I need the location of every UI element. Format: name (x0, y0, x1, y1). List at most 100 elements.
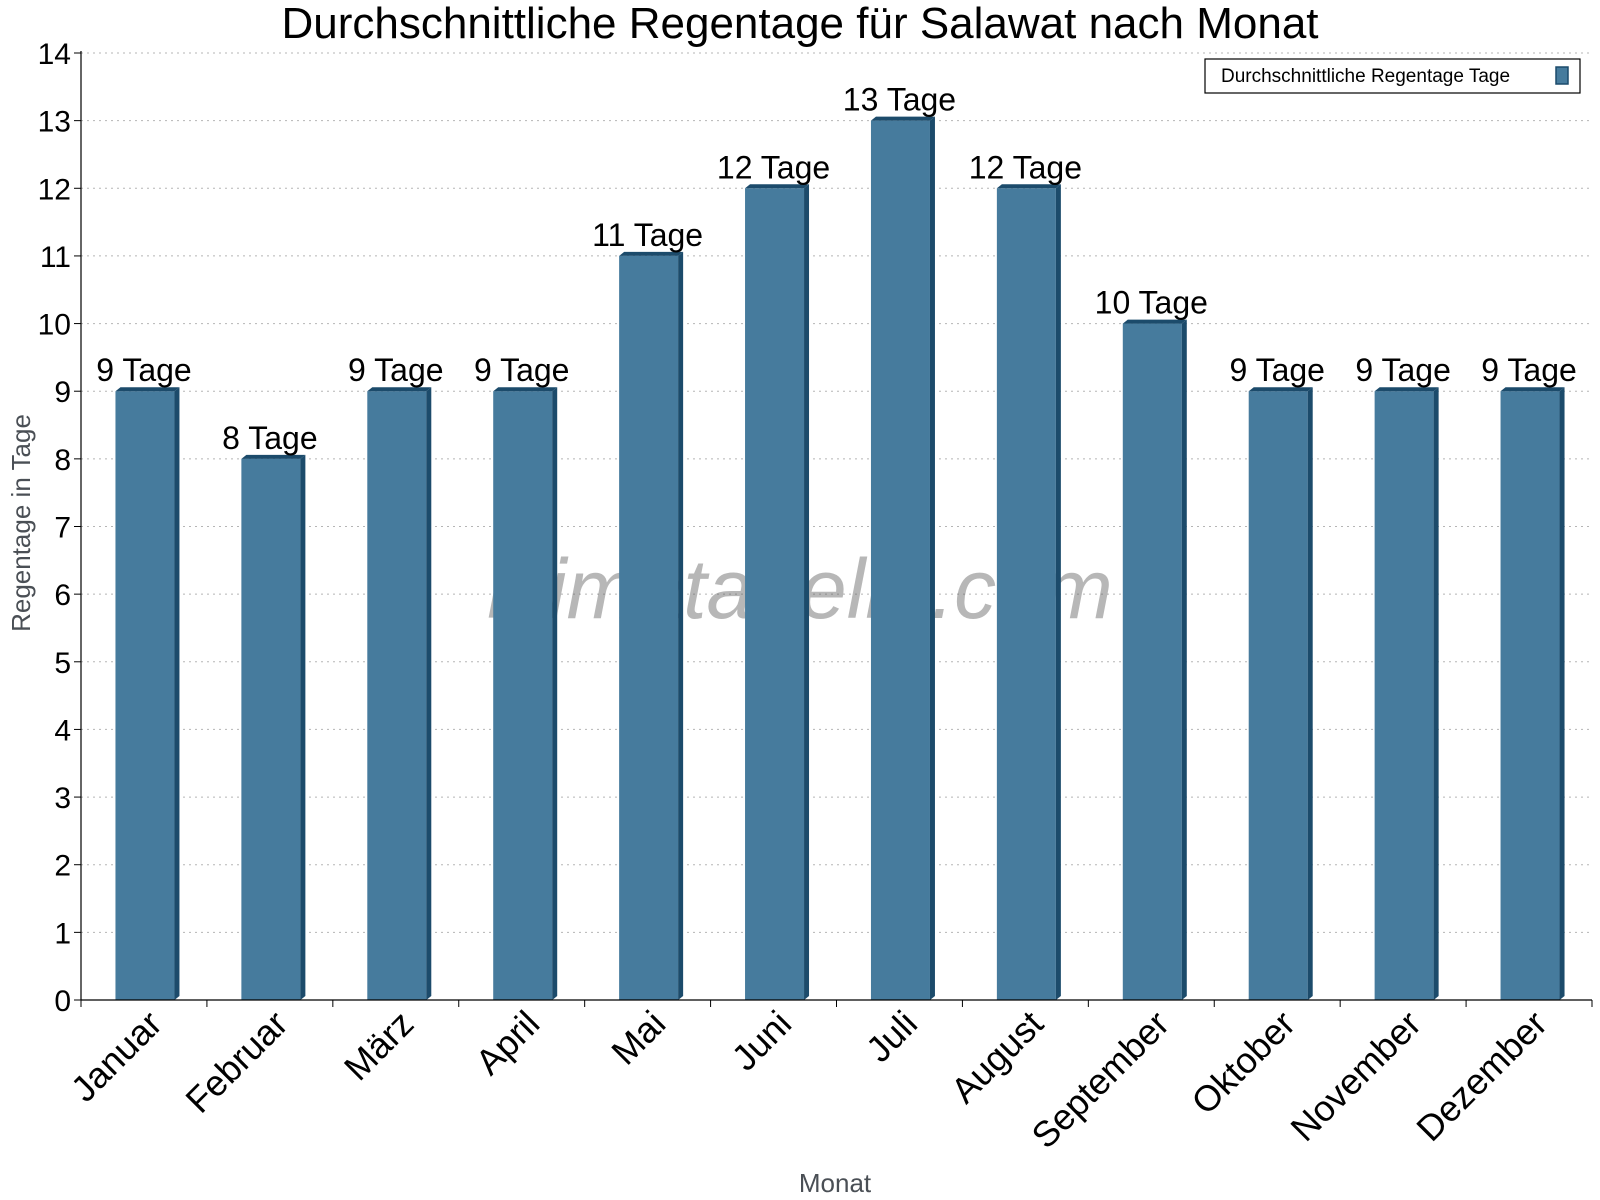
y-tick-label: 7 (54, 512, 71, 545)
data-label: 9 Tage (1229, 352, 1325, 388)
bar-side (804, 184, 810, 1001)
bar-side (678, 251, 684, 1000)
bar-april (493, 387, 558, 1000)
x-tick-label: Juli (858, 1003, 925, 1070)
bar-front (241, 458, 301, 1000)
bar-front (745, 188, 805, 1001)
y-tick-label: 0 (54, 985, 71, 1018)
data-label: 8 Tage (222, 420, 318, 456)
y-tick-label: 14 (38, 38, 71, 71)
axes (74, 51, 1593, 1007)
data-label: 12 Tage (969, 149, 1082, 185)
x-tick-label: April (467, 1003, 547, 1083)
x-tick-label: Oktober (1183, 1003, 1303, 1123)
bar-side (1307, 387, 1313, 1000)
bar-top (1500, 387, 1565, 392)
y-tick-label: 13 (38, 106, 71, 139)
bar-oktober (1248, 387, 1313, 1000)
y-tick-label: 12 (38, 173, 71, 206)
y-tick-label: 10 (38, 309, 71, 342)
bar-front (619, 255, 679, 1000)
y-tick-label: 9 (54, 376, 71, 409)
legend-box (1204, 58, 1581, 94)
bar-side (1559, 387, 1565, 1000)
x-tick-label: Februar (177, 1003, 295, 1121)
bar-front (870, 120, 930, 1000)
bar-top (1374, 387, 1439, 392)
y-tick-label: 11 (40, 241, 71, 274)
chart-title: Durchschnittliche Regentage für Salawat … (281, 0, 1318, 48)
y-tick-label: 6 (54, 579, 71, 612)
data-labels: 9 Tage 8 Tage 9 Tage 9 Tage 11 Tage 12 Tage 13… (96, 82, 1577, 456)
bar-front (996, 188, 1056, 1001)
legend-label: Durchschnittliche Regentage Tage (1221, 66, 1510, 87)
bar-februar (241, 454, 306, 1000)
bar-top (1248, 387, 1313, 392)
bar-side (1433, 387, 1439, 1000)
bar-august (996, 184, 1061, 1001)
bar-front (1374, 391, 1434, 1000)
bar-juni (745, 184, 810, 1001)
bar-side (1055, 184, 1061, 1001)
bar-top (1122, 319, 1187, 324)
data-label: 10 Tage (1095, 285, 1208, 321)
data-label: 9 Tage (474, 352, 570, 388)
y-tick-label: 4 (54, 714, 71, 747)
y-tick-label: 5 (54, 647, 71, 680)
data-label: 9 Tage (96, 352, 192, 388)
bar-top (870, 116, 935, 121)
y-tick-label: 1 (54, 917, 71, 950)
bar-top (619, 251, 684, 256)
y-axis-title: Regentage in Tage (6, 414, 36, 632)
legend: Durchschnittliche Regentage Tage (1204, 58, 1581, 94)
bar-side (426, 387, 432, 1000)
bar-side (300, 454, 306, 1000)
bar-front (367, 391, 427, 1000)
y-tick-label: 2 (54, 850, 71, 883)
bar-top (367, 387, 432, 392)
bar-juli (870, 116, 935, 1000)
bar-top (241, 454, 306, 459)
bar-side (1181, 319, 1187, 1001)
x-tick-label: März (336, 1003, 422, 1089)
x-tick-label: Juni (724, 1003, 800, 1079)
grid-lines (81, 52, 1592, 933)
bar-top (745, 184, 810, 189)
bar-side (552, 387, 558, 1000)
bar-januar (115, 387, 180, 1000)
bar-top (115, 387, 180, 392)
bar-front (493, 391, 553, 1000)
bar-september (1122, 319, 1187, 1001)
x-tick-labels: Januar Februar März April Mai Juni Juli AugustS… (63, 1003, 1555, 1157)
x-tick-label: November (1282, 1003, 1428, 1149)
bar-märz (367, 387, 432, 1000)
data-label: 12 Tage (717, 149, 830, 185)
bar-front (1122, 323, 1182, 1001)
bar-november (1374, 387, 1439, 1000)
data-label: 11 Tage (592, 217, 703, 253)
x-tick-label: September (1023, 1003, 1177, 1157)
bar-top (493, 387, 558, 392)
x-tick-label: Dezember (1408, 1003, 1554, 1149)
bar-top (996, 184, 1061, 189)
y-tick-label: 3 (54, 782, 71, 815)
x-axis-title: Monat (799, 1168, 872, 1198)
bar-front (115, 391, 175, 1000)
bar-dezember (1500, 387, 1565, 1000)
data-label: 13 Tage (843, 82, 956, 118)
bar-front (1248, 391, 1308, 1000)
bar-front (1500, 391, 1560, 1000)
bar-mai (619, 251, 684, 1000)
x-tick-label: Januar (63, 1003, 170, 1110)
legend-swatch (1555, 66, 1569, 85)
y-tick-label: 8 (54, 444, 71, 477)
data-label: 9 Tage (1481, 352, 1577, 388)
bar-side (174, 387, 180, 1000)
bars (115, 116, 1565, 1001)
bar-side (929, 116, 935, 1000)
x-tick-label: August (943, 1003, 1051, 1111)
data-label: 9 Tage (1355, 352, 1451, 388)
x-tick-label: Mai (603, 1003, 673, 1073)
